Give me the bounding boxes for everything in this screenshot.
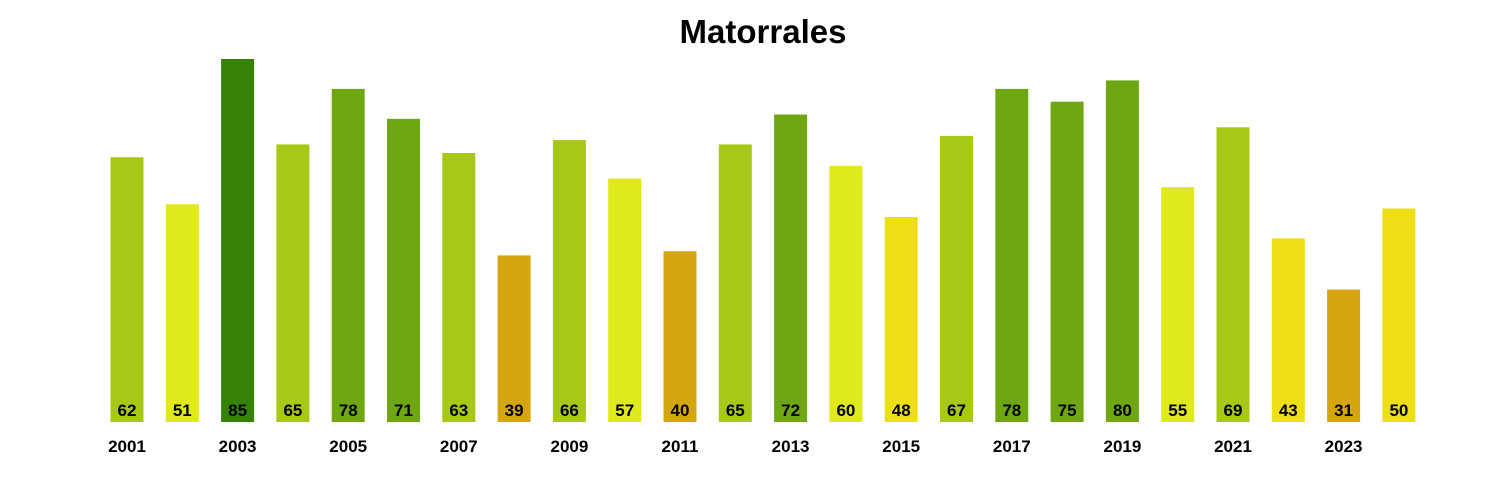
value-label-2002: 51 xyxy=(173,401,192,420)
bar-2007 xyxy=(442,153,476,422)
value-label-2005: 78 xyxy=(339,401,358,420)
x-axis-tick-labels: 2001 2003 2005 2007 2009 2011 2013 2015 2017 2019… xyxy=(108,437,1362,456)
bar-2014 xyxy=(829,165,863,423)
value-label-2019: 80 xyxy=(1113,401,1132,420)
bar-2005 xyxy=(331,88,365,423)
value-label-2003: 85 xyxy=(228,401,247,420)
value-label-2006: 71 xyxy=(394,401,413,420)
bar-2024 xyxy=(1382,208,1416,422)
value-label-2011: 40 xyxy=(671,401,690,420)
value-label-2014: 60 xyxy=(836,401,855,420)
bar-2009 xyxy=(552,140,586,422)
value-label-2024: 50 xyxy=(1389,401,1408,420)
bar-2001 xyxy=(110,157,144,422)
bar-2008 xyxy=(497,255,531,422)
bar-2021 xyxy=(1216,127,1250,423)
bar-2004 xyxy=(276,144,310,422)
value-label-2015: 48 xyxy=(892,401,911,420)
value-label-2022: 43 xyxy=(1279,401,1298,420)
bar-2018 xyxy=(1050,101,1084,422)
x-tick-label-2011: 2011 xyxy=(662,437,699,456)
value-label-2020: 55 xyxy=(1168,401,1187,420)
x-tick-label-2001: 2001 xyxy=(108,437,146,456)
value-label-2023: 31 xyxy=(1334,401,1353,420)
x-tick-label-2023: 2023 xyxy=(1325,437,1363,456)
value-label-2010: 57 xyxy=(615,401,634,420)
chart-title: Matorrales xyxy=(680,13,847,50)
x-tick-label-2017: 2017 xyxy=(993,437,1031,456)
value-label-2007: 63 xyxy=(449,401,468,420)
bar-2022 xyxy=(1271,238,1305,422)
bars-group xyxy=(110,59,1416,423)
value-label-2013: 72 xyxy=(781,401,800,420)
x-tick-label-2021: 2021 xyxy=(1214,437,1252,456)
value-label-2004: 65 xyxy=(283,401,302,420)
bar-2011 xyxy=(663,251,697,422)
value-label-2016: 67 xyxy=(947,401,966,420)
bar-2017 xyxy=(995,88,1029,423)
value-label-2012: 65 xyxy=(726,401,745,420)
x-tick-label-2005: 2005 xyxy=(329,437,367,456)
bar-2002 xyxy=(165,204,199,422)
bar-2003 xyxy=(221,59,255,422)
value-labels-group: 62 51 85 65 78 71 63 39 66 57 40 65 72 60 48 67 78 75 80 55… xyxy=(118,401,1409,420)
value-label-2001: 62 xyxy=(118,401,137,420)
value-label-2009: 66 xyxy=(560,401,579,420)
x-tick-label-2007: 2007 xyxy=(440,437,478,456)
bar-2020 xyxy=(1161,187,1195,422)
bar-2015 xyxy=(884,217,918,422)
x-tick-label-2003: 2003 xyxy=(219,437,257,456)
x-tick-label-2009: 2009 xyxy=(550,437,588,456)
bar-2006 xyxy=(387,118,420,423)
value-label-2018: 75 xyxy=(1058,401,1077,420)
bar-2012 xyxy=(718,144,752,422)
x-tick-label-2019: 2019 xyxy=(1103,437,1141,456)
value-label-2021: 69 xyxy=(1224,401,1243,420)
bar-2019 xyxy=(1105,80,1139,423)
x-tick-label-2015: 2015 xyxy=(882,437,920,456)
bar-2013 xyxy=(774,114,808,422)
bar-2016 xyxy=(940,135,973,422)
x-tick-label-2013: 2013 xyxy=(772,437,810,456)
bar-2010 xyxy=(608,178,642,422)
bar-2023 xyxy=(1327,289,1361,422)
value-label-2017: 78 xyxy=(1002,401,1021,420)
value-label-2008: 39 xyxy=(505,401,524,420)
